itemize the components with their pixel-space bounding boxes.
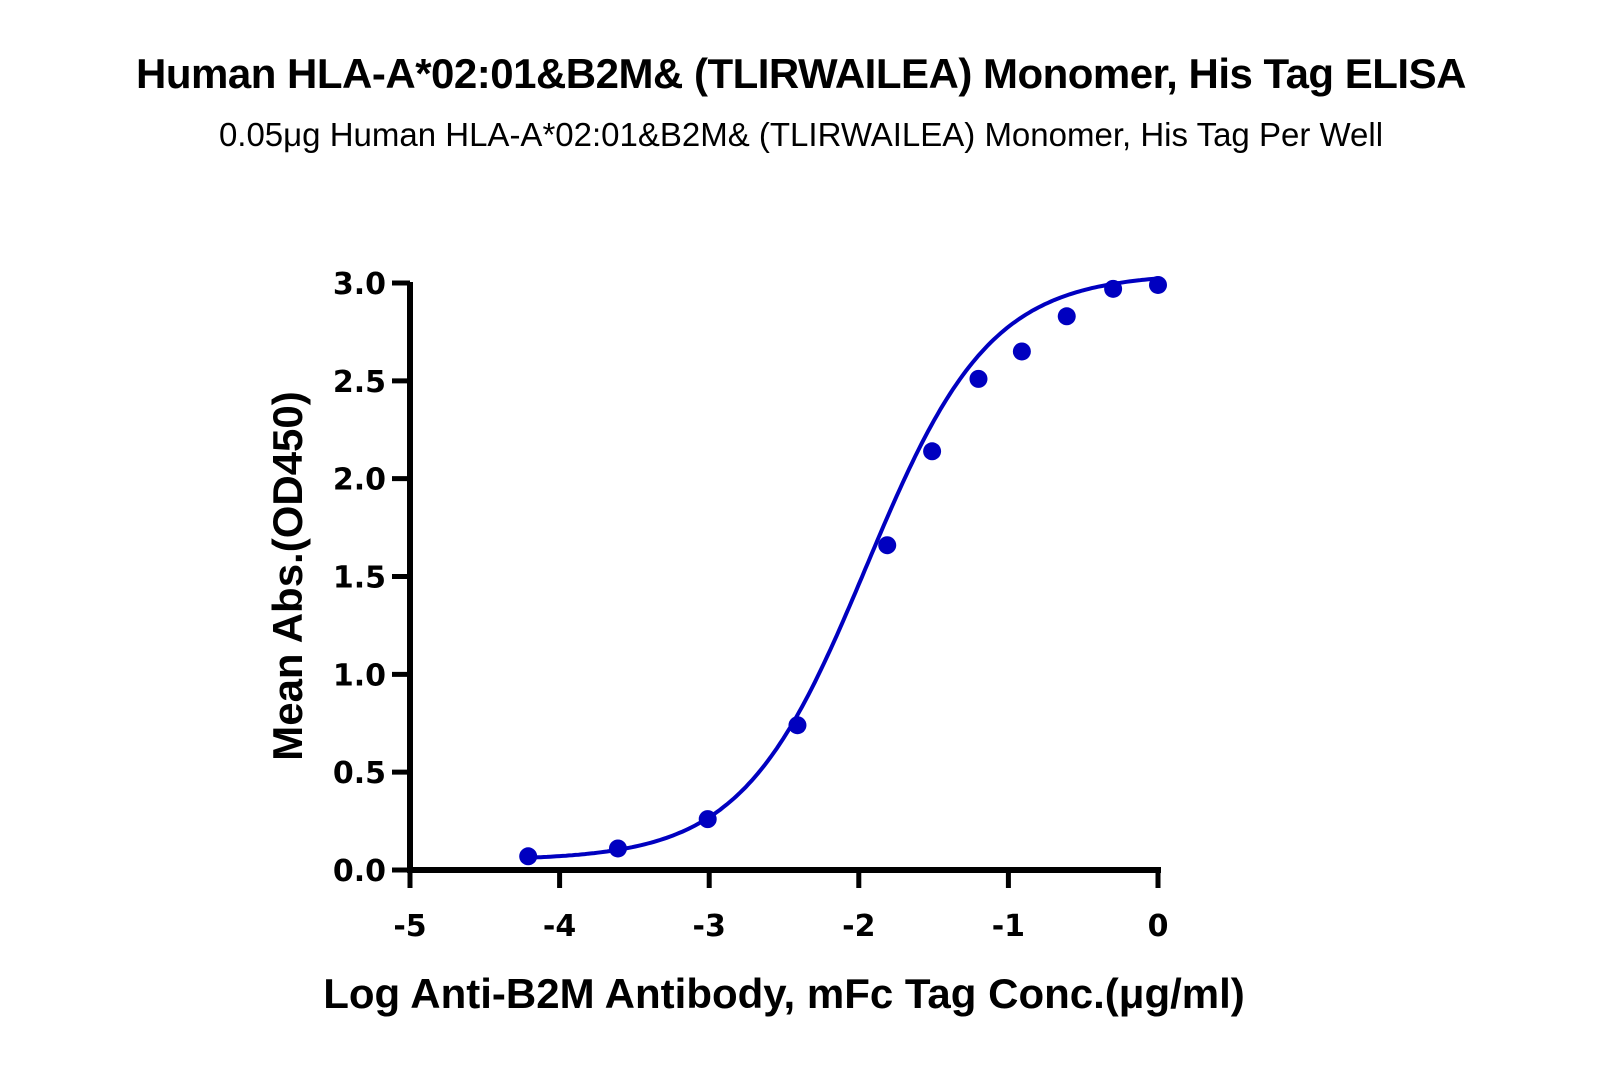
x-axis: -5 -4 -3 -2 -1 0 (393, 867, 1169, 944)
data-points (519, 275, 1167, 866)
y-axis: 0.0 0.5 1.0 1.5 2.0 2.5 3.0 (333, 267, 413, 889)
data-point (1149, 275, 1167, 294)
data-point (608, 839, 627, 858)
x-tick-label: 0 (1148, 909, 1169, 944)
x-axis-label: Log Anti-B2M Antibody, mFc Tag Conc.(μg/… (323, 970, 1245, 1017)
fit-curve (528, 276, 1159, 860)
y-tick-label: 1.5 (333, 561, 386, 596)
data-point (698, 810, 717, 829)
y-tick-label: 0.0 (333, 854, 386, 889)
y-axis-label: Mean Abs.(OD450) (264, 391, 311, 761)
x-tick-label: -1 (992, 909, 1025, 944)
data-point (969, 369, 988, 388)
x-tick-label: -2 (842, 909, 875, 944)
y-tick-label: 2.5 (333, 365, 386, 400)
x-tick-label: -5 (393, 909, 426, 944)
data-point (788, 716, 807, 735)
y-tick-label: 3.0 (333, 267, 386, 302)
y-tick-label: 0.5 (333, 756, 386, 791)
x-tick-label: -4 (543, 909, 576, 944)
data-point (519, 847, 538, 866)
data-point (878, 536, 897, 555)
data-point (1104, 279, 1123, 298)
chart-subtitle: 0.05μg Human HLA-A*02:01&B2M& (TLIRWAILE… (218, 116, 1384, 153)
y-tick-label: 1.0 (333, 658, 386, 693)
data-point (1012, 342, 1031, 361)
y-tick-label: 2.0 (333, 463, 386, 498)
data-point (923, 442, 942, 461)
data-point (1057, 307, 1076, 326)
x-tick-label: -3 (693, 909, 726, 944)
chart-title: Human HLA-A*02:01&B2M& (TLIRWAILEA) Mono… (136, 50, 1466, 97)
